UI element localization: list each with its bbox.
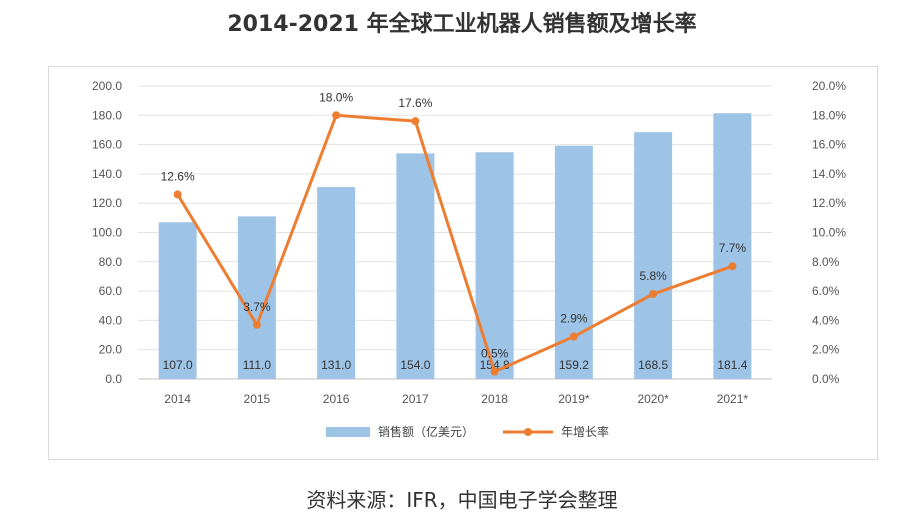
line-value-label: 5.8% xyxy=(639,269,667,283)
right-axis-tick-label: 12.0% xyxy=(812,196,846,210)
bar xyxy=(634,132,673,379)
legend-swatch-marker xyxy=(524,428,532,436)
line-value-label: 2.9% xyxy=(560,312,588,326)
left-axis-tick-label: 0.0 xyxy=(105,372,122,386)
left-axis-tick-label: 60.0 xyxy=(99,284,123,298)
bar xyxy=(237,216,276,379)
chart: 0.0 20.0 40.0 60.0 80.0 100.0 120.0 140.0 160.0 1… xyxy=(92,79,846,439)
line-value-label: 3.7% xyxy=(243,300,271,314)
right-axis-tick-label: 18.0% xyxy=(812,108,846,122)
line-value-label: 18.0% xyxy=(319,90,353,104)
bar-value-label: 181.4 xyxy=(717,358,747,372)
x-axis-tick-label: 2017 xyxy=(402,392,429,406)
line-point xyxy=(252,320,261,329)
source-note: 资料来源：IFR，中国电子学会整理 xyxy=(306,488,618,512)
growth-rate-line xyxy=(176,113,733,374)
x-axis-tick-label: 2021* xyxy=(717,392,749,406)
left-axis-tick-label: 80.0 xyxy=(99,255,123,269)
left-axis-tick-label: 200.0 xyxy=(92,79,122,93)
line-point xyxy=(728,262,737,271)
line-point xyxy=(173,190,182,199)
right-axis-tick-label: 10.0% xyxy=(812,226,846,240)
left-axis-tick-label: 100.0 xyxy=(92,226,122,240)
line-value-label: 12.6% xyxy=(161,169,195,183)
bar-value-label: 107.0 xyxy=(163,358,193,372)
x-axis-tick-label: 2020* xyxy=(637,392,669,406)
legend-label-bar: 销售额（亿美元） xyxy=(378,424,474,439)
chart-title: 2014-2021 年全球工业机器人销售额及增长率 xyxy=(227,12,697,37)
left-axis-tick-label: 180.0 xyxy=(92,108,122,122)
right-axis-tick-label: 2.0% xyxy=(812,343,840,357)
bar xyxy=(475,152,514,379)
right-axis-tick-label: 20.0% xyxy=(812,79,846,93)
right-axis-tick-label: 4.0% xyxy=(812,313,840,327)
bar-value-label: 168.5 xyxy=(638,358,668,372)
line-point xyxy=(569,332,578,341)
x-axis-tick-label: 2018 xyxy=(481,392,508,406)
x-axis-tick-label: 2014 xyxy=(164,392,191,406)
x-axis-tick-label: 2019* xyxy=(558,392,590,406)
bar xyxy=(158,222,197,379)
line-value-label: 7.7% xyxy=(719,241,747,255)
bar-value-label: 111.0 xyxy=(243,358,272,372)
left-axis-tick-label: 40.0 xyxy=(99,313,123,327)
right-axis-tick-label: 14.0% xyxy=(812,167,846,181)
bar-value-label: 154.0 xyxy=(400,358,430,372)
bar-value-label: 131.0 xyxy=(321,358,351,372)
right-axis-tick-label: 16.0% xyxy=(812,138,846,152)
left-axis-tick-label: 160.0 xyxy=(92,138,122,152)
right-axis-tick-label: 8.0% xyxy=(812,255,840,269)
bar xyxy=(713,113,752,380)
left-axis-tick-label: 120.0 xyxy=(92,196,122,210)
x-axis-tick-label: 2016 xyxy=(323,392,350,406)
line-value-label: 17.6% xyxy=(398,96,432,110)
right-axis-tick-label: 6.0% xyxy=(812,284,840,298)
left-axis-tick-label: 140.0 xyxy=(92,167,122,181)
line-value-label: 0.5% xyxy=(481,347,509,361)
x-axis-tick-label: 2015 xyxy=(244,392,271,406)
line-point xyxy=(411,117,420,126)
bar xyxy=(396,153,435,379)
line-point xyxy=(490,367,499,376)
line-point xyxy=(649,290,658,299)
right-axis-tick-label: 0.0% xyxy=(812,372,840,386)
line-point xyxy=(332,111,341,120)
legend-label-line: 年增长率 xyxy=(561,424,609,439)
bar xyxy=(317,187,356,379)
left-axis-tick-label: 20.0 xyxy=(99,343,123,357)
legend-swatch-bar xyxy=(326,427,370,437)
bar-value-label: 159.2 xyxy=(559,358,589,372)
